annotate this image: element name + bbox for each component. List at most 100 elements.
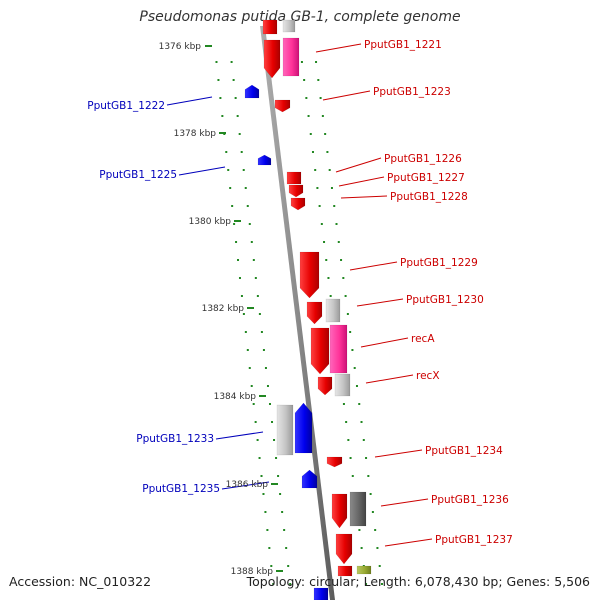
guide-dot xyxy=(262,349,265,351)
gene-arrow-PputGB1_1235 xyxy=(301,469,318,489)
gene-label-recX[interactable]: recX xyxy=(416,370,440,382)
gene-feature xyxy=(262,19,278,35)
gene-label-leader xyxy=(322,90,371,101)
guide-dot xyxy=(300,61,303,63)
guide-dot xyxy=(307,115,310,117)
guide-dot xyxy=(358,403,361,405)
gene-label-leader xyxy=(340,195,388,199)
guide-dot xyxy=(279,493,282,495)
guide-dot xyxy=(324,133,327,135)
guide-dot xyxy=(360,421,363,423)
guide-dot xyxy=(365,583,368,585)
guide-dot xyxy=(320,223,323,225)
gene-label-PputGB1_1229[interactable]: PputGB1_1229 xyxy=(400,257,478,269)
guide-dot xyxy=(371,511,374,513)
gene-arrow-PputGB1_1234 xyxy=(326,456,343,468)
gene-label-PputGB1_1228[interactable]: PputGB1_1228 xyxy=(390,191,468,203)
gene-label-leader xyxy=(365,374,414,384)
guide-dot xyxy=(227,169,230,171)
guide-dot xyxy=(266,385,269,387)
guide-dot xyxy=(325,259,328,261)
guide-dot xyxy=(244,331,247,333)
gene-arrow-PputGB1_1226 xyxy=(286,171,302,185)
guide-dot xyxy=(335,223,338,225)
gene-arrow-recX xyxy=(317,376,333,396)
gene-label-PputGB1_1227[interactable]: PputGB1_1227 xyxy=(387,172,465,184)
guide-dot xyxy=(256,439,259,441)
guide-dot xyxy=(268,403,271,405)
guide-dot xyxy=(277,475,280,477)
guide-dot xyxy=(258,313,261,315)
guide-dot xyxy=(254,421,257,423)
guide-dot xyxy=(268,547,271,549)
scale-label-1386: 1386 kbp xyxy=(226,480,269,490)
gene-label-PputGB1_1230[interactable]: PputGB1_1230 xyxy=(406,294,484,306)
gene-label-PputGB1_1226[interactable]: PputGB1_1226 xyxy=(384,153,462,165)
gene-arrow-PputGB1_1223 xyxy=(274,99,291,113)
guide-dot xyxy=(240,151,243,153)
guide-dot xyxy=(317,79,320,81)
gene-arrow-PputGB1_1233 xyxy=(294,402,313,454)
dotted-guide-tracks xyxy=(215,61,383,585)
map-title: Pseudomonas putida GB-1, complete genome xyxy=(139,9,461,25)
gene-label-PputGB1_1233[interactable]: PputGB1_1233 xyxy=(136,433,214,445)
guide-dot xyxy=(305,97,308,99)
guide-dot xyxy=(252,403,255,405)
guide-dot xyxy=(233,223,236,225)
gene-label-PputGB1_1235[interactable]: PputGB1_1235 xyxy=(142,483,220,495)
guide-dot xyxy=(272,583,275,585)
guide-dot xyxy=(246,205,249,207)
guide-dot xyxy=(316,187,319,189)
gene-label-leader xyxy=(338,176,385,187)
gene-label-PputGB1_1236[interactable]: PputGB1_1236 xyxy=(431,494,509,506)
guide-dot xyxy=(353,367,356,369)
guide-dot xyxy=(234,97,237,99)
gene-label-leader xyxy=(380,498,429,507)
guide-dot xyxy=(231,205,234,207)
guide-dot xyxy=(219,97,222,99)
gene-label-leader xyxy=(356,298,404,307)
gene-arrow-PputGB1_1222 xyxy=(244,84,260,99)
guide-dot xyxy=(248,223,251,225)
gene-label-PputGB1_1237[interactable]: PputGB1_1237 xyxy=(435,534,513,546)
guide-dot xyxy=(235,241,238,243)
guide-dot xyxy=(281,511,284,513)
guide-dot xyxy=(240,295,243,297)
gene-label-PputGB1_1221[interactable]: PputGB1_1221 xyxy=(364,39,442,51)
guide-dot xyxy=(328,169,331,171)
scale-label-1380: 1380 kbp xyxy=(189,217,232,227)
gene-feature xyxy=(356,565,372,575)
guide-dot xyxy=(355,385,358,387)
guide-dot xyxy=(329,295,332,297)
guide-dot xyxy=(342,403,345,405)
guide-dot xyxy=(337,241,340,243)
guide-dot xyxy=(258,457,261,459)
guide-dot xyxy=(351,475,354,477)
gene-label-PputGB1_1225[interactable]: PputGB1_1225 xyxy=(99,169,177,181)
guide-dot xyxy=(311,151,314,153)
scale-label-1376: 1376 kbp xyxy=(159,42,202,52)
guide-dot xyxy=(315,61,318,63)
gene-feature xyxy=(313,587,329,600)
gene-label-recA[interactable]: recA xyxy=(411,333,435,345)
genome-backbone xyxy=(260,26,335,600)
guide-dot xyxy=(326,151,329,153)
gene-features xyxy=(244,19,372,600)
guide-dot xyxy=(256,295,259,297)
guide-dot xyxy=(323,241,326,243)
guide-dot xyxy=(238,133,241,135)
guide-dot xyxy=(309,133,312,135)
guide-dot xyxy=(342,277,345,279)
guide-dot xyxy=(318,205,321,207)
gene-label-PputGB1_1234[interactable]: PputGB1_1234 xyxy=(425,445,503,457)
guide-dot xyxy=(217,79,220,81)
gene-label-PputGB1_1223[interactable]: PputGB1_1223 xyxy=(373,86,451,98)
gene-label-PputGB1_1222[interactable]: PputGB1_1222 xyxy=(87,100,165,112)
scale-label-1378: 1378 kbp xyxy=(174,129,217,139)
guide-dot xyxy=(250,241,253,243)
gene-feature xyxy=(334,373,351,397)
scale-ticks xyxy=(205,45,283,572)
gene-feature xyxy=(282,37,300,77)
genome-summary-text: Topology: circular; Length: 6,078,430 bp… xyxy=(246,574,590,589)
